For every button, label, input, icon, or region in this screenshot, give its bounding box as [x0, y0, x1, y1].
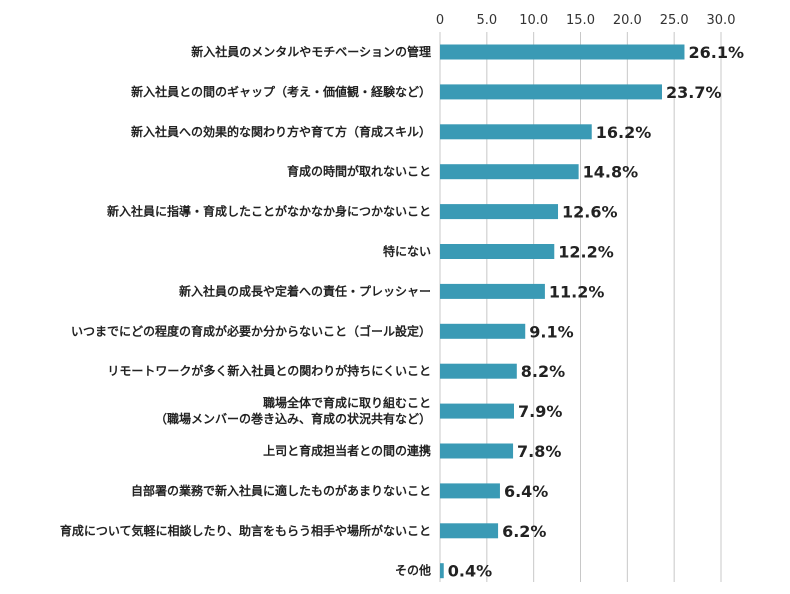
- grid-layer: [439, 32, 722, 582]
- x-tick-label: 10.0: [519, 13, 548, 28]
- x-tick-label: 20.0: [613, 13, 642, 28]
- x-tick-label: 0: [436, 13, 444, 28]
- category-label: 特にない: [383, 244, 431, 259]
- category-label: 自部署の業務で新入社員に適したものがあまりないこと: [131, 483, 431, 498]
- category-label: リモートワークが多く新入社員との関わりが持ちにくいこと: [107, 363, 431, 378]
- label-layer: 0 5.0 10.0 15.0 20.0 25.0 30.0 新入社員のメンタルやモチベーショ…: [60, 13, 744, 581]
- bar: [440, 204, 559, 220]
- value-label: 12.6%: [562, 203, 618, 222]
- category-label: （職場メンバーの巻き込み、育成の状況共有など）: [155, 411, 431, 426]
- bar: [440, 283, 545, 299]
- value-label: 8.2%: [521, 362, 565, 381]
- bar: [440, 44, 685, 60]
- bar: [440, 523, 499, 539]
- bar: [440, 363, 517, 379]
- category-label: 新入社員のメンタルやモチベーションの管理: [191, 44, 431, 59]
- x-tick-label: 15.0: [566, 13, 595, 28]
- bar: [440, 84, 662, 100]
- category-label: 職場全体で育成に取り組むこと: [263, 395, 431, 410]
- bar: [440, 483, 500, 499]
- category-label: いつまでにどの程度の育成が必要か分からないこと（ゴール設定）: [71, 323, 431, 338]
- value-label: 23.7%: [666, 83, 722, 102]
- category-label: 新入社員への効果的な関わり方や育て方（育成スキル）: [131, 124, 431, 139]
- value-label: 6.2%: [502, 522, 546, 541]
- value-label: 12.2%: [558, 243, 614, 262]
- value-label: 0.4%: [448, 562, 492, 581]
- value-label: 9.1%: [529, 322, 573, 341]
- bar-layer: [440, 44, 685, 579]
- bar: [440, 443, 514, 459]
- value-label: 26.1%: [688, 43, 744, 62]
- bar: [440, 164, 579, 180]
- category-label: 新入社員に指導・育成したことがなかなか身につかないこと: [107, 204, 431, 219]
- category-label: 新入社員との間のギャップ（考え・価値観・経験など）: [131, 84, 431, 99]
- category-label: 育成の時間が取れないこと: [287, 164, 431, 179]
- bar: [440, 403, 514, 419]
- category-label: その他: [395, 563, 431, 578]
- bar: [440, 124, 592, 140]
- category-label: 育成について気軽に相談したり、助言をもらう相手や場所がないこと: [60, 523, 431, 538]
- value-label: 16.2%: [596, 123, 652, 142]
- x-tick-label: 5.0: [476, 13, 497, 28]
- value-label: 11.2%: [549, 282, 605, 301]
- bar: [440, 563, 444, 579]
- bar: [440, 323, 526, 339]
- value-label: 14.8%: [583, 163, 639, 182]
- value-label: 6.4%: [504, 482, 548, 501]
- category-label: 新入社員の成長や定着への責任・プレッシャー: [179, 283, 431, 298]
- value-label: 7.9%: [518, 402, 562, 421]
- category-label: 上司と育成担当者との間の連携: [263, 443, 431, 458]
- x-tick-label: 30.0: [707, 13, 736, 28]
- value-label: 7.8%: [517, 442, 561, 461]
- bar: [440, 244, 555, 259]
- x-tick-label: 25.0: [660, 13, 689, 28]
